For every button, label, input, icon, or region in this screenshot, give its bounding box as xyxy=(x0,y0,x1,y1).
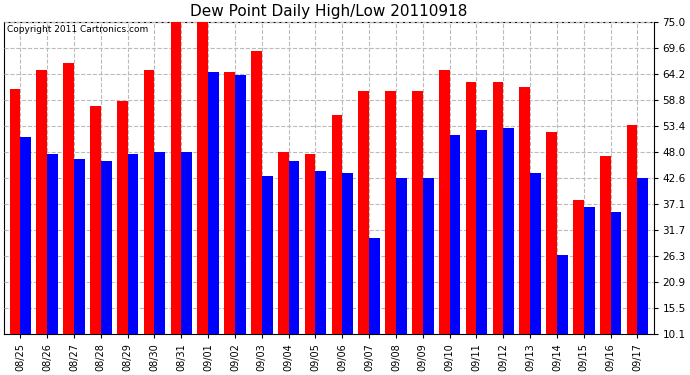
Bar xyxy=(117,101,128,375)
Bar xyxy=(466,82,477,375)
Bar xyxy=(450,135,460,375)
Bar xyxy=(224,72,235,375)
Bar xyxy=(315,171,326,375)
Bar xyxy=(63,63,74,375)
Bar xyxy=(10,89,20,375)
Bar xyxy=(627,125,638,375)
Bar xyxy=(584,207,595,375)
Bar xyxy=(74,159,85,375)
Bar xyxy=(235,75,246,375)
Bar xyxy=(305,154,315,375)
Bar xyxy=(170,22,181,375)
Bar xyxy=(197,22,208,375)
Bar xyxy=(412,92,423,375)
Bar xyxy=(288,161,299,375)
Bar xyxy=(208,72,219,375)
Bar xyxy=(520,87,530,375)
Bar xyxy=(37,70,47,375)
Bar xyxy=(439,70,450,375)
Bar xyxy=(358,92,369,375)
Bar xyxy=(369,238,380,375)
Bar xyxy=(181,152,192,375)
Bar xyxy=(20,137,31,375)
Bar xyxy=(530,173,541,375)
Bar xyxy=(128,154,138,375)
Bar xyxy=(155,152,165,375)
Bar xyxy=(493,82,503,375)
Bar xyxy=(600,156,611,375)
Bar xyxy=(262,176,273,375)
Bar xyxy=(342,173,353,375)
Bar xyxy=(90,106,101,375)
Bar xyxy=(546,132,557,375)
Bar xyxy=(331,116,342,375)
Bar xyxy=(47,154,58,375)
Bar xyxy=(611,211,622,375)
Bar xyxy=(144,70,155,375)
Text: Copyright 2011 Cartronics.com: Copyright 2011 Cartronics.com xyxy=(8,25,148,34)
Bar xyxy=(101,161,112,375)
Bar xyxy=(251,51,262,375)
Bar xyxy=(557,255,568,375)
Bar xyxy=(477,130,487,375)
Bar xyxy=(503,128,514,375)
Bar xyxy=(278,152,288,375)
Title: Dew Point Daily High/Low 20110918: Dew Point Daily High/Low 20110918 xyxy=(190,4,468,19)
Bar xyxy=(638,178,648,375)
Bar xyxy=(423,178,433,375)
Bar xyxy=(573,200,584,375)
Bar xyxy=(385,92,396,375)
Bar xyxy=(396,178,406,375)
